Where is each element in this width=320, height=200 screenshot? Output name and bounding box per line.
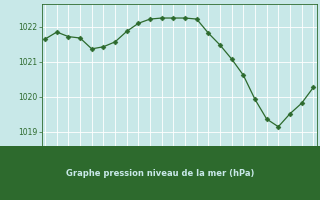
Text: Graphe pression niveau de la mer (hPa): Graphe pression niveau de la mer (hPa): [66, 168, 254, 178]
